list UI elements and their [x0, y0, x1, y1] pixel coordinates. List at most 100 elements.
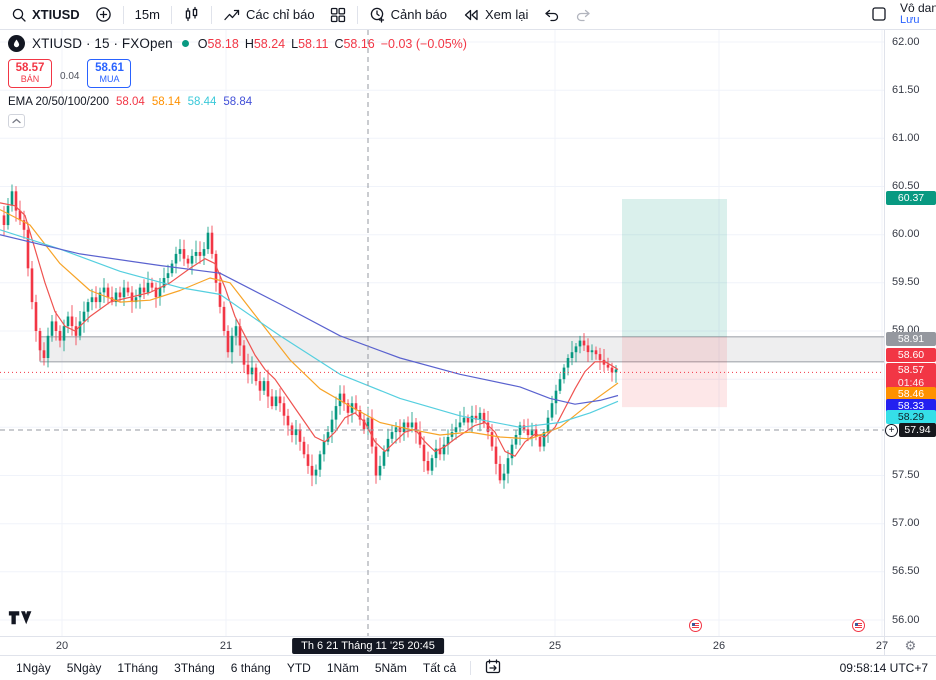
price-axis-label: 60.00 — [892, 228, 920, 240]
replay-button[interactable]: Xem lại — [455, 4, 535, 25]
price-axis-label: 56.00 — [892, 614, 920, 626]
top-toolbar: XTIUSD 15m Các chỉ báo — [0, 0, 936, 30]
range-button-5ngày[interactable]: 5Ngày — [66, 661, 102, 675]
ema20-line[interactable] — [0, 202, 619, 457]
alert-button[interactable]: Cảnh báo — [362, 3, 454, 26]
go-to-date-button[interactable] — [477, 657, 509, 679]
redo-button[interactable] — [568, 4, 599, 25]
toolbar-separator — [470, 661, 472, 675]
ema100-line[interactable] — [0, 229, 619, 428]
ohlc-values: O58.18 H58.24 L58.11 C58.16 −0.03 (−0.05… — [197, 36, 467, 51]
long-position-drawing[interactable] — [622, 199, 727, 408]
price-axis[interactable]: 62.00 61.50 61.00 60.50 60.00 59.50 59.00 57.50… — [884, 30, 936, 655]
chart-canvas[interactable] — [0, 30, 884, 641]
ema50-line[interactable] — [0, 209, 619, 440]
time-axis-label: 25 — [548, 640, 562, 652]
range-button-ytd[interactable]: YTD — [286, 661, 311, 675]
price-axis-label: 62.00 — [892, 36, 920, 48]
chart-pane[interactable]: XTIUSD · 15 · FXOpen O58.18 H58.24 L58.1… — [0, 30, 936, 655]
zone-price-badge: 58.91 — [886, 332, 936, 346]
crosshair-time-badge: Th 6 21 Tháng 11 '25 20:45 — [292, 638, 444, 654]
range-button-3tháng[interactable]: 3Tháng — [174, 661, 215, 675]
interval-button[interactable]: 15m — [128, 4, 167, 25]
range-button-1ngày[interactable]: 1Ngày — [16, 661, 51, 675]
time-axis-label: 21 — [219, 640, 233, 652]
ema-value: 58.84 — [223, 96, 253, 108]
close-value: 58.16 — [343, 36, 375, 51]
sell-price: 58.57 — [15, 62, 45, 74]
range-button-1tháng[interactable]: 1Tháng — [117, 661, 159, 675]
ema50-price-badge: 58.46 — [886, 387, 936, 401]
price-axis-label: 57.00 — [892, 517, 920, 529]
range-button-6-tháng[interactable]: 6 tháng — [230, 661, 271, 675]
buy-price: 58.61 — [95, 62, 124, 74]
ema-value: 58.14 — [151, 96, 181, 108]
clock-timezone[interactable]: 09:58:14 UTC+7 — [839, 661, 928, 675]
open-value: 58.18 — [207, 36, 239, 51]
price-axis-label: 57.50 — [892, 469, 920, 481]
compare-add-symbol-button[interactable] — [88, 3, 119, 26]
undo-icon — [545, 9, 559, 22]
plus-circle-icon — [95, 7, 111, 22]
toolbar-separator — [210, 5, 212, 24]
price-axis-label: 61.50 — [892, 84, 920, 96]
layout-grid-button[interactable] — [323, 4, 353, 26]
price-axis-label: 56.50 — [892, 565, 920, 577]
economic-event-flag-icon[interactable] — [852, 619, 865, 632]
ema-indicator-legend[interactable]: EMA 20/50/100/200 58.04 58.14 58.44 58.84 — [8, 96, 467, 108]
screenshot-button[interactable] — [864, 3, 894, 25]
target-price-badge: 60.37 — [886, 191, 936, 205]
layout-name: Vô dan — [899, 1, 936, 16]
time-axis-label: 20 — [55, 640, 69, 652]
last-price-countdown-badge: 58.57 01:46 — [886, 363, 936, 390]
ema200-line[interactable] — [0, 234, 619, 405]
alert-clock-icon — [370, 7, 384, 23]
symbol-title[interactable]: XTIUSD · 15 · FXOpen — [32, 36, 173, 51]
sell-button[interactable]: 58.57 BÁN — [8, 59, 52, 88]
range-button-1năm[interactable]: 1Năm — [326, 661, 359, 675]
chart-legend: XTIUSD · 15 · FXOpen O58.18 H58.24 L58.1… — [8, 35, 467, 128]
axis-settings-corner[interactable]: ⚙ — [884, 636, 936, 655]
change-value: −0.03 (−0.05%) — [380, 36, 467, 51]
undo-button[interactable] — [536, 4, 567, 25]
time-axis-label: 27 — [875, 640, 889, 652]
economic-event-flag-icon[interactable] — [689, 619, 702, 632]
ema200-price-badge: 58.33 — [886, 399, 936, 413]
toolbar-separator — [122, 5, 124, 24]
symbol-search-button[interactable]: XTIUSD — [4, 4, 87, 26]
range-button-tất-cả[interactable]: Tất cả — [422, 661, 457, 675]
toolbar-separator — [170, 5, 172, 24]
alert-label: Cảnh báo — [390, 7, 448, 22]
grid-layout-icon — [330, 7, 345, 22]
candlestick-style-icon — [185, 6, 198, 22]
ema-value: 58.44 — [187, 96, 217, 108]
save-layout-link[interactable]: Lưu — [899, 14, 920, 27]
tradingview-logo[interactable] — [8, 610, 34, 633]
price-axis-label: 59.50 — [892, 276, 920, 288]
market-status-icon[interactable] — [181, 40, 189, 47]
crosshair-price-badge[interactable]: + 57.94 — [885, 423, 936, 437]
replay-rewind-icon — [464, 9, 478, 20]
legend-collapse-button[interactable] — [8, 114, 25, 128]
supply-zone-drawing[interactable] — [39, 336, 884, 363]
gear-icon: ⚙ — [904, 638, 917, 653]
high-value: 58.24 — [253, 36, 286, 51]
calendar-icon — [486, 659, 501, 674]
range-button-5năm[interactable]: 5Năm — [374, 661, 407, 675]
spread-value: 0.04 — [60, 71, 80, 82]
search-icon — [12, 8, 26, 22]
time-axis-label: 26 — [712, 640, 726, 652]
buy-label: MUA — [99, 74, 120, 84]
ema20-price-badge: 58.60 — [886, 348, 936, 362]
ema-legend-title: EMA 20/50/100/200 — [8, 96, 110, 108]
ema100-price-badge: 58.29 — [886, 410, 936, 424]
indicators-button[interactable]: Các chỉ báo — [216, 4, 322, 26]
add-alert-plus-icon[interactable]: + — [885, 423, 898, 437]
chart-style-button[interactable] — [176, 3, 207, 26]
sell-label: BÁN — [20, 74, 40, 84]
layout-save-widget[interactable]: Vô dan Lưu — [900, 2, 936, 26]
buy-button[interactable]: 58.61 MUA — [87, 59, 132, 88]
time-axis[interactable]: 20 21 25 26 27 Th 6 21 Tháng 11 '25 20:45 — [0, 636, 888, 655]
low-value: 58.11 — [298, 36, 329, 51]
